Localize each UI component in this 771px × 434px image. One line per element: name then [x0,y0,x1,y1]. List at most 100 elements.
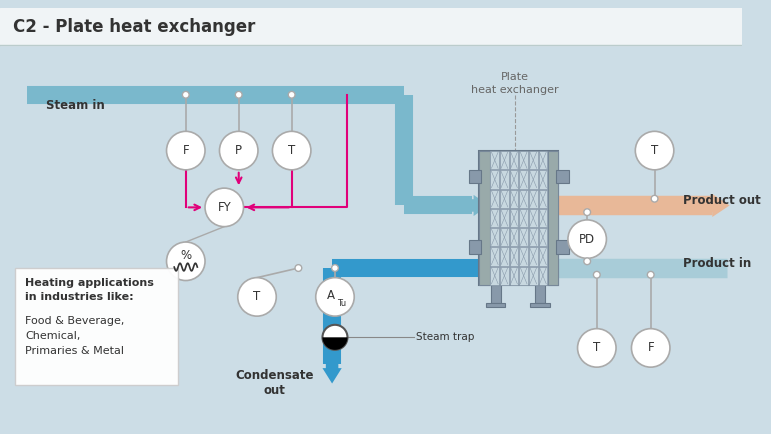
Bar [547,151,558,285]
Bar [520,266,528,285]
Text: Steam trap: Steam trap [416,332,474,342]
Bar [539,247,547,266]
FancyArrow shape [710,194,729,217]
Circle shape [237,278,276,316]
Bar [490,209,499,227]
Bar [500,190,509,208]
Text: C2 - Plate heat exchanger: C2 - Plate heat exchanger [13,18,256,36]
Circle shape [288,92,295,98]
Bar [500,209,509,227]
Bar [557,240,569,253]
Bar [529,209,537,227]
Text: P: P [235,144,242,157]
Text: F: F [648,342,654,355]
Circle shape [272,132,311,170]
Circle shape [167,242,205,280]
Circle shape [577,329,616,367]
Bar [510,266,518,285]
Bar [557,170,569,183]
Bar [486,302,505,307]
Circle shape [220,132,258,170]
Circle shape [295,265,301,271]
Bar [500,266,509,285]
Circle shape [568,220,607,258]
Bar [520,190,528,208]
Bar [480,151,558,285]
Text: T: T [593,342,601,355]
Bar [510,151,518,169]
Bar [520,228,528,247]
Bar [529,151,537,169]
Circle shape [635,132,674,170]
Bar [530,302,550,307]
Circle shape [167,132,205,170]
Text: Product in: Product in [683,256,752,270]
Bar [500,228,509,247]
Bar [510,228,518,247]
Text: Tu: Tu [337,299,346,308]
Bar [510,247,518,266]
Circle shape [322,325,348,350]
Text: A: A [327,289,335,302]
Circle shape [651,195,658,202]
Text: T: T [254,290,261,303]
Bar [539,151,547,169]
Bar [480,151,490,285]
Bar [469,170,481,183]
FancyArrow shape [470,195,489,216]
Bar [490,228,499,247]
Text: F: F [183,144,189,157]
Circle shape [584,258,591,265]
Bar [539,266,547,285]
Bar [529,247,537,266]
Bar [539,170,547,189]
Bar [520,247,528,266]
Text: FY: FY [217,201,231,214]
Text: Steam in: Steam in [46,99,105,112]
FancyArrow shape [322,362,342,384]
FancyArrow shape [539,256,561,279]
Bar [500,247,509,266]
Bar [0,8,742,45]
Circle shape [316,278,354,316]
Bar [490,151,499,169]
Bar [469,240,481,253]
Text: PD: PD [579,233,595,246]
Bar [490,266,499,285]
Circle shape [332,265,338,271]
Bar [510,190,518,208]
Circle shape [235,92,242,98]
Circle shape [205,188,244,227]
Bar [529,228,537,247]
Bar [529,190,537,208]
Bar [520,209,528,227]
Circle shape [648,271,654,278]
Bar [510,170,518,189]
Circle shape [584,209,591,216]
Bar [500,170,509,189]
FancyBboxPatch shape [15,268,178,385]
Text: Product out: Product out [683,194,761,207]
Text: Food & Beverage,
Chemical,
Primaries & Metal: Food & Beverage, Chemical, Primaries & M… [25,316,124,356]
Bar [500,151,509,169]
Bar [529,266,537,285]
Bar [491,285,500,302]
Text: %: % [180,249,191,262]
Bar [535,285,545,302]
Bar [520,170,528,189]
Circle shape [183,92,189,98]
Text: Condensate
out: Condensate out [235,369,314,397]
Bar [490,190,499,208]
Circle shape [594,271,600,278]
Bar [529,170,537,189]
Text: T: T [651,144,658,157]
Bar [520,151,528,169]
Bar [490,170,499,189]
Bar [539,228,547,247]
Bar [539,209,547,227]
Bar [539,190,547,208]
Text: Plate
heat exchanger: Plate heat exchanger [471,72,559,95]
Bar [510,209,518,227]
Polygon shape [322,337,348,350]
Bar [490,247,499,266]
